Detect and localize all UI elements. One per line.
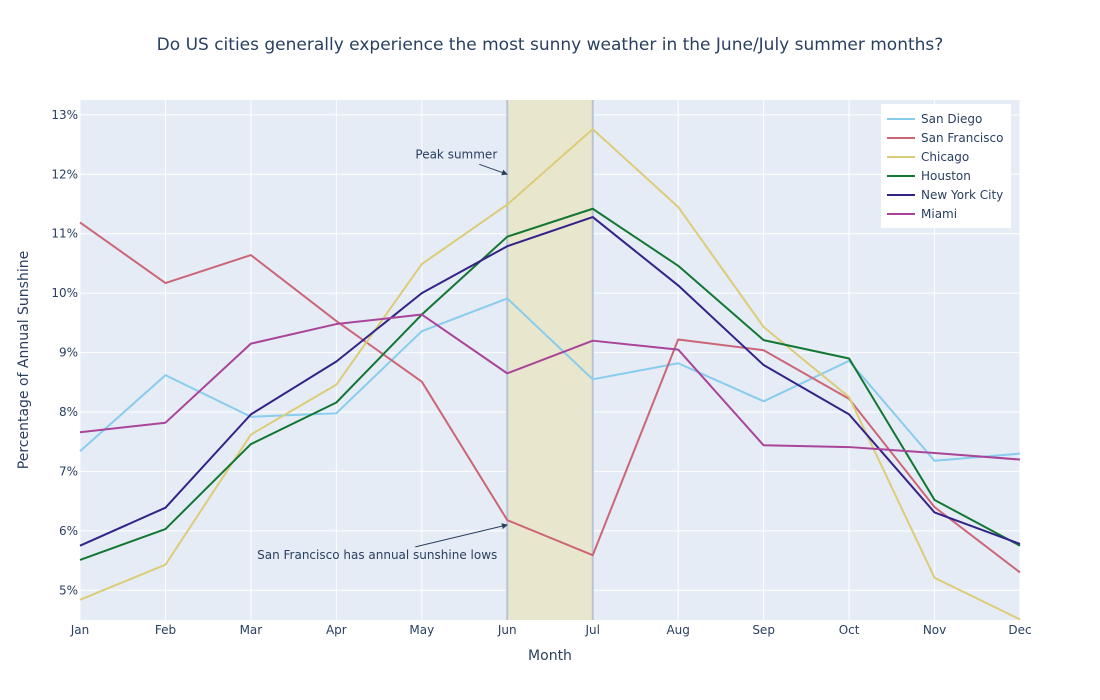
series-lines — [79, 128, 1021, 621]
x-axis-ticks: Jan Feb Mar Apr May Jun Jul Aug Sep Oct Nov Dec — [70, 623, 1032, 637]
y-axis-ticks: 5% 6% 7% 8% 9% 10% 11% 12% 13% — [51, 108, 78, 597]
x-tick-label: Jan — [70, 623, 90, 637]
x-tick-label: Dec — [1008, 623, 1031, 637]
legend-label: San Francisco — [921, 131, 1003, 145]
legend-label: Houston — [921, 169, 971, 183]
annotation-sf-lows: San Francisco has annual sunshine lows — [257, 548, 497, 562]
series-line — [79, 313, 1021, 461]
y-tick-label: 5% — [59, 583, 78, 597]
x-tick-label: Sep — [752, 623, 775, 637]
series-line — [79, 216, 1021, 547]
legend: San Diego San Francisco Chicago Houston New … — [881, 104, 1011, 228]
y-tick-label: 12% — [51, 167, 78, 181]
y-tick-label: 7% — [59, 464, 78, 478]
legend-label: Miami — [921, 207, 957, 221]
y-tick-label: 6% — [59, 524, 78, 538]
x-axis-title: Month — [528, 648, 572, 664]
legend-label: San Diego — [921, 112, 982, 126]
x-tick-label: Aug — [666, 623, 689, 637]
series-line — [79, 207, 1021, 561]
x-tick-label: Apr — [326, 623, 347, 637]
x-tick-label: May — [409, 623, 434, 637]
y-tick-label: 8% — [59, 405, 78, 419]
series-line — [79, 221, 1021, 574]
y-tick-label: 11% — [51, 227, 78, 241]
x-tick-label: Jun — [497, 623, 517, 637]
x-tick-label: Jul — [584, 623, 599, 637]
annotation-arrow — [415, 523, 508, 548]
annotations: Peak summer San Francisco has annual suns… — [257, 147, 508, 562]
summer-highlight-region — [506, 100, 594, 620]
series-line — [79, 128, 1021, 621]
y-tick-label: 13% — [51, 108, 78, 122]
annotation-arrow — [479, 163, 508, 176]
annotation-peak-summer: Peak summer — [415, 147, 497, 161]
y-axis-title: Percentage of Annual Sunshine — [16, 251, 32, 469]
legend-label: New York City — [921, 188, 1003, 202]
chart-title: Do US cities generally experience the mo… — [157, 35, 944, 55]
x-tick-label: Oct — [839, 623, 860, 637]
x-tick-label: Nov — [923, 623, 946, 637]
x-tick-label: Mar — [240, 623, 263, 637]
legend-label: Chicago — [921, 150, 969, 164]
y-tick-label: 9% — [59, 346, 78, 360]
legend-box — [881, 104, 1011, 228]
highlight-band — [507, 100, 593, 620]
x-tick-label: Feb — [155, 623, 176, 637]
series-line — [79, 297, 1021, 462]
y-tick-label: 10% — [51, 286, 78, 300]
